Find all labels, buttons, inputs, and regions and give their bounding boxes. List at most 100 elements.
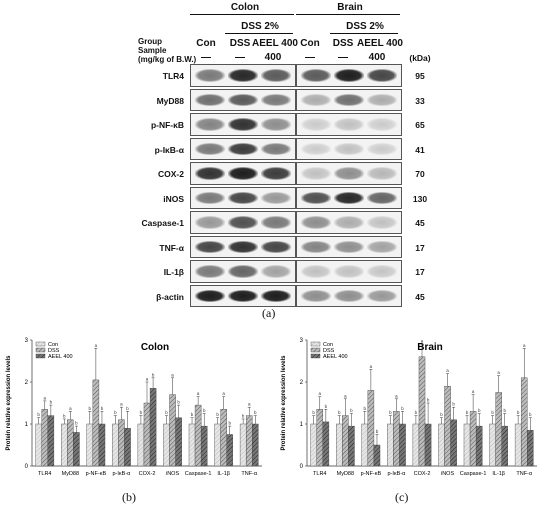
blot-label-4: COX-2 <box>158 169 184 179</box>
bar-0 <box>336 423 343 467</box>
blot-band <box>367 142 397 155</box>
x-tick-label: IL-1β <box>492 471 505 477</box>
sig-letter: a <box>446 368 449 373</box>
blot-band <box>367 191 397 204</box>
sig-letter: b <box>325 404 328 409</box>
x-tick-label: p-IκB-α <box>388 471 407 477</box>
sig-letter: a <box>120 402 123 407</box>
sig-letter: b <box>216 412 219 417</box>
blot-band <box>261 69 291 82</box>
chart-brain: Brain Protein relative expression levels 0… <box>281 338 537 477</box>
blot-band <box>261 216 291 229</box>
x-tick-label: IL-1β <box>217 471 230 477</box>
blot-band <box>334 167 364 180</box>
caption-a: (a) <box>262 306 276 320</box>
dose-400: 400 <box>368 52 386 63</box>
x-tick-label: MyD88 <box>337 471 354 477</box>
col-aeel-colon: AEEL 400 <box>252 38 298 49</box>
bar-1 <box>220 409 227 467</box>
kda-value-6: 45 <box>415 218 425 228</box>
col-dss-colon: DSS <box>229 38 251 49</box>
sample-label: Sample <box>138 46 167 55</box>
bar-1 <box>469 411 477 467</box>
sig-letter: a <box>421 339 424 344</box>
dss-label-colon: DSS 2% <box>241 21 279 32</box>
sample-unit: (mg/kg of B.W.) <box>138 55 197 64</box>
colon-blot-3 <box>190 137 296 160</box>
brain-blot-0 <box>296 64 402 87</box>
sig-letter: b <box>63 413 66 418</box>
colon-blot-2 <box>190 113 296 136</box>
blot-band <box>367 93 397 106</box>
sig-letter: b <box>338 410 341 415</box>
blot-band <box>228 142 258 155</box>
bar-1 <box>393 411 400 467</box>
kda-header: (kDa) <box>409 53 431 63</box>
legend-swatch-2 <box>35 353 46 359</box>
x-tick-label: TNF-α <box>241 471 258 477</box>
bar-0 <box>361 423 369 467</box>
blot-band <box>195 191 225 204</box>
dose-dash: — <box>201 52 211 63</box>
sig-letter: b <box>89 406 92 411</box>
blot-band <box>301 142 331 155</box>
dose-dash: — <box>338 52 348 63</box>
y-tick-label: 3 <box>25 338 29 344</box>
sig-letter: a <box>146 377 149 382</box>
blot-band <box>195 167 225 180</box>
bar-2 <box>475 425 483 467</box>
legend-swatch-0 <box>310 341 321 347</box>
bar-2 <box>200 425 208 467</box>
x-tick-label: COX-2 <box>414 471 431 477</box>
blot-band <box>228 93 258 106</box>
legend-label-0: Con <box>48 342 58 348</box>
bar-2 <box>424 423 432 467</box>
x-tick-label: p-IκB-α <box>113 471 132 477</box>
kda-value-0: 95 <box>415 71 425 81</box>
x-tick-label: p-NF-κB <box>86 471 107 477</box>
blot-band <box>301 118 331 131</box>
kda-value-7: 17 <box>415 242 425 253</box>
sig-letter: b <box>440 412 443 417</box>
blot-band <box>195 216 225 229</box>
bar-2 <box>226 434 233 467</box>
kda-value-2: 65 <box>415 120 425 130</box>
bar-1 <box>444 385 451 467</box>
sig-letter: b <box>242 413 245 418</box>
sig-letter: b <box>466 410 469 415</box>
blot-band <box>195 265 225 278</box>
sig-letter: b <box>126 406 129 411</box>
blot-label-0: TLR4 <box>162 71 184 81</box>
colon-blot-6 <box>190 211 296 234</box>
sig-letter: b <box>37 412 40 417</box>
col-con-brain: Con <box>300 38 320 49</box>
blot-band <box>261 167 291 180</box>
blot-band <box>301 93 331 106</box>
col-con-colon: Con <box>196 38 216 49</box>
chart-colon: Colon Protein relative expression levels 0… <box>6 338 262 477</box>
blot-band <box>334 265 364 278</box>
x-tick-label: Caspase-1 <box>460 471 487 477</box>
brain-blot-7 <box>296 235 402 258</box>
bar-0 <box>412 423 420 467</box>
x-tick-label: MyD88 <box>62 471 79 477</box>
bar-0 <box>137 423 145 467</box>
y-tick-label: 3 <box>300 338 304 344</box>
sig-letter: a <box>171 372 174 377</box>
blot-band <box>261 118 291 131</box>
blot-band <box>261 265 291 278</box>
bar-1 <box>169 394 176 467</box>
sig-letter: b <box>376 429 379 434</box>
bar-2 <box>399 423 406 467</box>
bar-0 <box>514 423 522 467</box>
blot-band <box>228 69 258 82</box>
sig-letter: a <box>523 343 526 348</box>
chart-title: Brain <box>417 342 443 353</box>
x-tick-label: iNOS <box>441 471 454 477</box>
legend-label-1: DSS <box>48 348 60 354</box>
sig-letter: a <box>319 391 322 396</box>
bar-0 <box>463 423 471 467</box>
colon-underline <box>190 14 294 15</box>
blot-label-5: iNOS <box>163 193 184 204</box>
bar-2 <box>501 425 508 467</box>
